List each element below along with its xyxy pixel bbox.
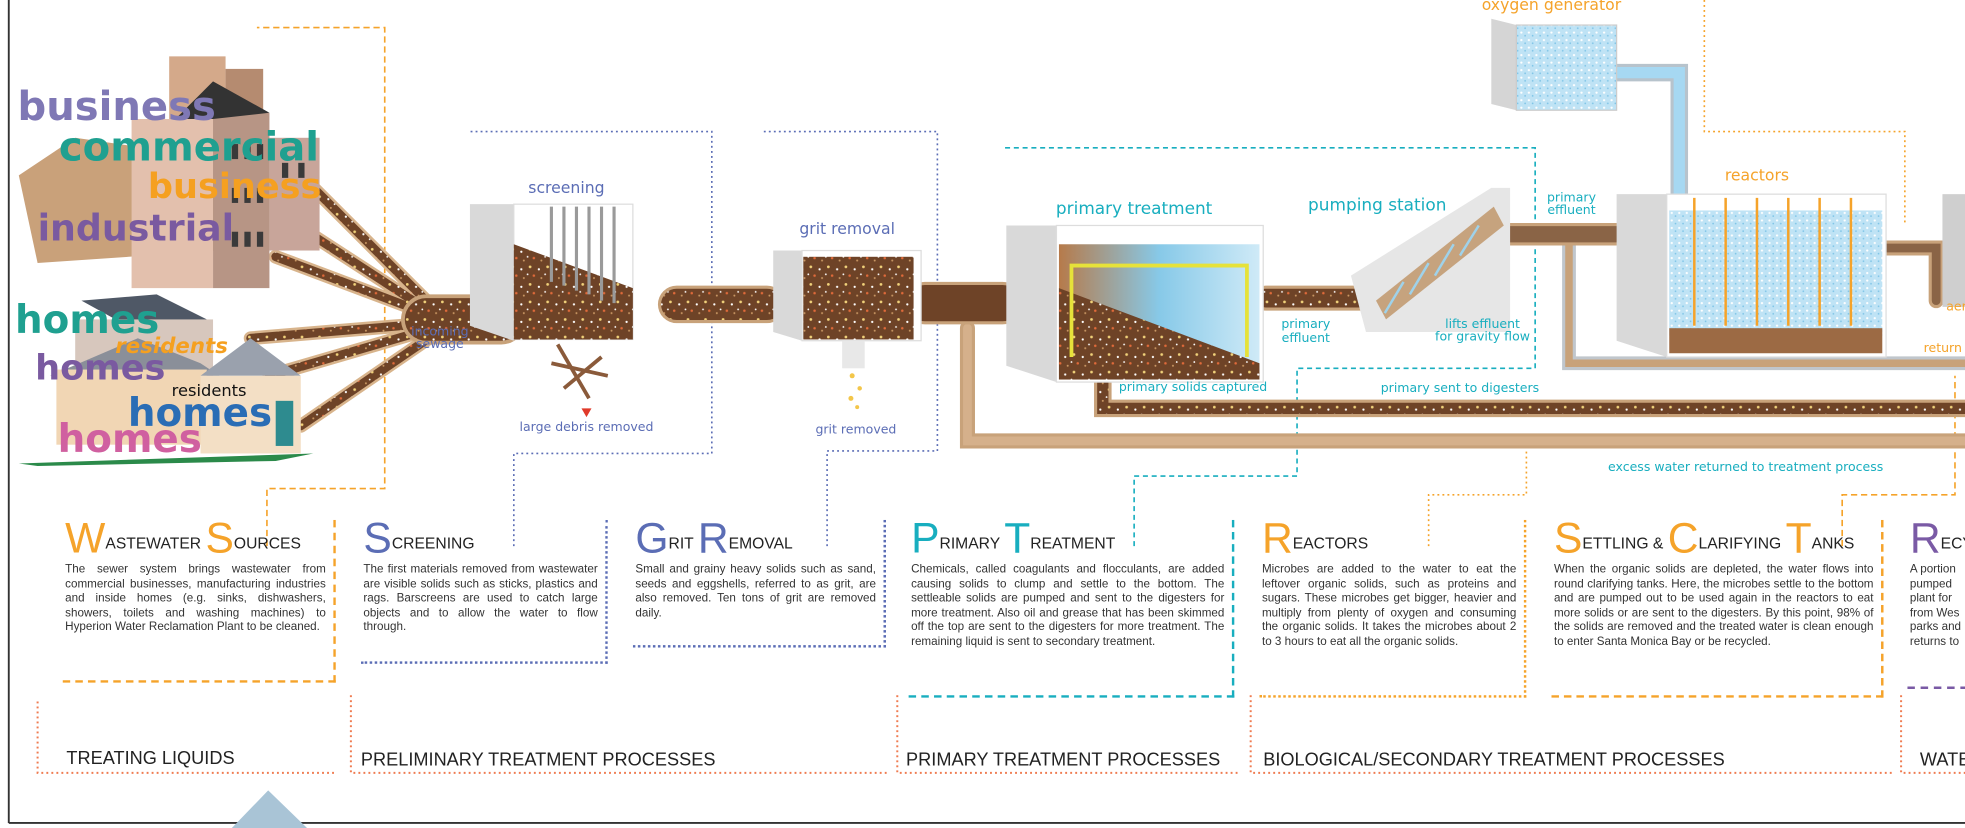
section-box: ReactorsMicrobes are added to the water … (1259, 520, 1526, 698)
primary-tank (1006, 225, 1263, 382)
section-box: Primary TreatmentChemicals, called coagu… (909, 520, 1235, 698)
label: large debris removed (520, 419, 654, 434)
label: primary solids captured (1119, 379, 1267, 394)
label: effluent (1547, 202, 1595, 217)
section-body-line: parks and (1910, 621, 1965, 636)
screening-unit (470, 204, 633, 417)
section-title: Primary Treatment (911, 520, 1224, 563)
label: sewage (416, 336, 464, 351)
section-box: ScreeningThe first materials removed fro… (361, 520, 608, 664)
section: Primary TreatmentChemicals, called coagu… (909, 520, 1235, 698)
label: aer (1946, 299, 1965, 314)
section-body-line: plant for (1910, 591, 1965, 606)
source-label: industrial (38, 207, 235, 250)
label: return a (1924, 340, 1965, 355)
footer-label: PRIMARY TREATMENT PROCESSES (906, 749, 1220, 769)
label: reactors (1725, 165, 1789, 184)
label: primary treatment (1056, 198, 1213, 218)
source-label: commercial (59, 124, 319, 170)
section-title: Settling & Clarifying Tanks (1554, 520, 1874, 563)
section: ScreeningThe first materials removed fro… (361, 520, 608, 664)
label: oxygen generator (1482, 0, 1622, 14)
footer-label: TREATING LIQUIDS (66, 748, 234, 768)
source-label: business (18, 84, 216, 130)
label: primary sent to digesters (1381, 380, 1539, 395)
section-body: The first materials removed from wastewa… (363, 562, 597, 635)
section-box: Settling & Clarifying TanksWhen the orga… (1551, 520, 1883, 698)
section-body: When the organic solids are depleted, th… (1554, 562, 1874, 649)
label: grit removal (799, 219, 895, 238)
section: Wastewater SourcesThe sewer system bring… (63, 520, 336, 683)
oxygen-generator (1491, 19, 1616, 110)
section: Settling & Clarifying TanksWhen the orga… (1551, 520, 1883, 698)
section: Grit RemovalSmall and grainy heavy solid… (633, 520, 886, 648)
section-body-line: A portion (1910, 562, 1965, 577)
section-body-line: returns to (1910, 635, 1965, 650)
reactor-tank (1617, 194, 1965, 357)
section-title: Screening (363, 520, 597, 563)
section-box: Grit RemovalSmall and grainy heavy solid… (633, 520, 886, 648)
label: screening (528, 178, 604, 197)
source-label: homes (35, 348, 165, 389)
section-body-line: pumped (1910, 577, 1965, 592)
grit-unit (773, 251, 921, 410)
section-title: Grit Removal (635, 520, 876, 563)
label: effluent (1282, 330, 1330, 345)
section-body-line: from Wes (1910, 606, 1965, 621)
footer-label: WATE (1920, 749, 1965, 769)
source-label: homes (58, 417, 202, 462)
label: excess water returned to treatment proce… (1608, 459, 1883, 474)
section: ReactorsMicrobes are added to the water … (1259, 520, 1526, 698)
section-title: Recyc (1910, 520, 1965, 563)
source-label: business (148, 166, 322, 207)
section-title: Wastewater Sources (65, 520, 326, 563)
footer-label: PRELIMINARY TREATMENT PROCESSES (361, 749, 716, 769)
footer-label: BIOLOGICAL/SECONDARY TREATMENT PROCESSES (1263, 749, 1725, 769)
section-body: Microbes are added to the water to eat t… (1262, 562, 1516, 649)
sections: Wastewater SourcesThe sewer system bring… (63, 520, 1965, 698)
page: business commercial business industrial … (0, 0, 1965, 828)
label: grit removed (815, 421, 896, 436)
section-body: Small and grainy heavy solids such as sa… (635, 562, 876, 620)
label: primary (1281, 316, 1331, 331)
label: for gravity flow (1435, 329, 1530, 344)
section-box: Wastewater SourcesThe sewer system bring… (63, 520, 336, 683)
section-body: The sewer system brings wastewater from … (65, 562, 326, 635)
infographic: business commercial business industrial … (0, 0, 1965, 828)
section-title: Reactors (1262, 520, 1516, 563)
section-body: Chemicals, called coagulants and floccul… (911, 562, 1224, 649)
label: pumping station (1308, 194, 1446, 214)
